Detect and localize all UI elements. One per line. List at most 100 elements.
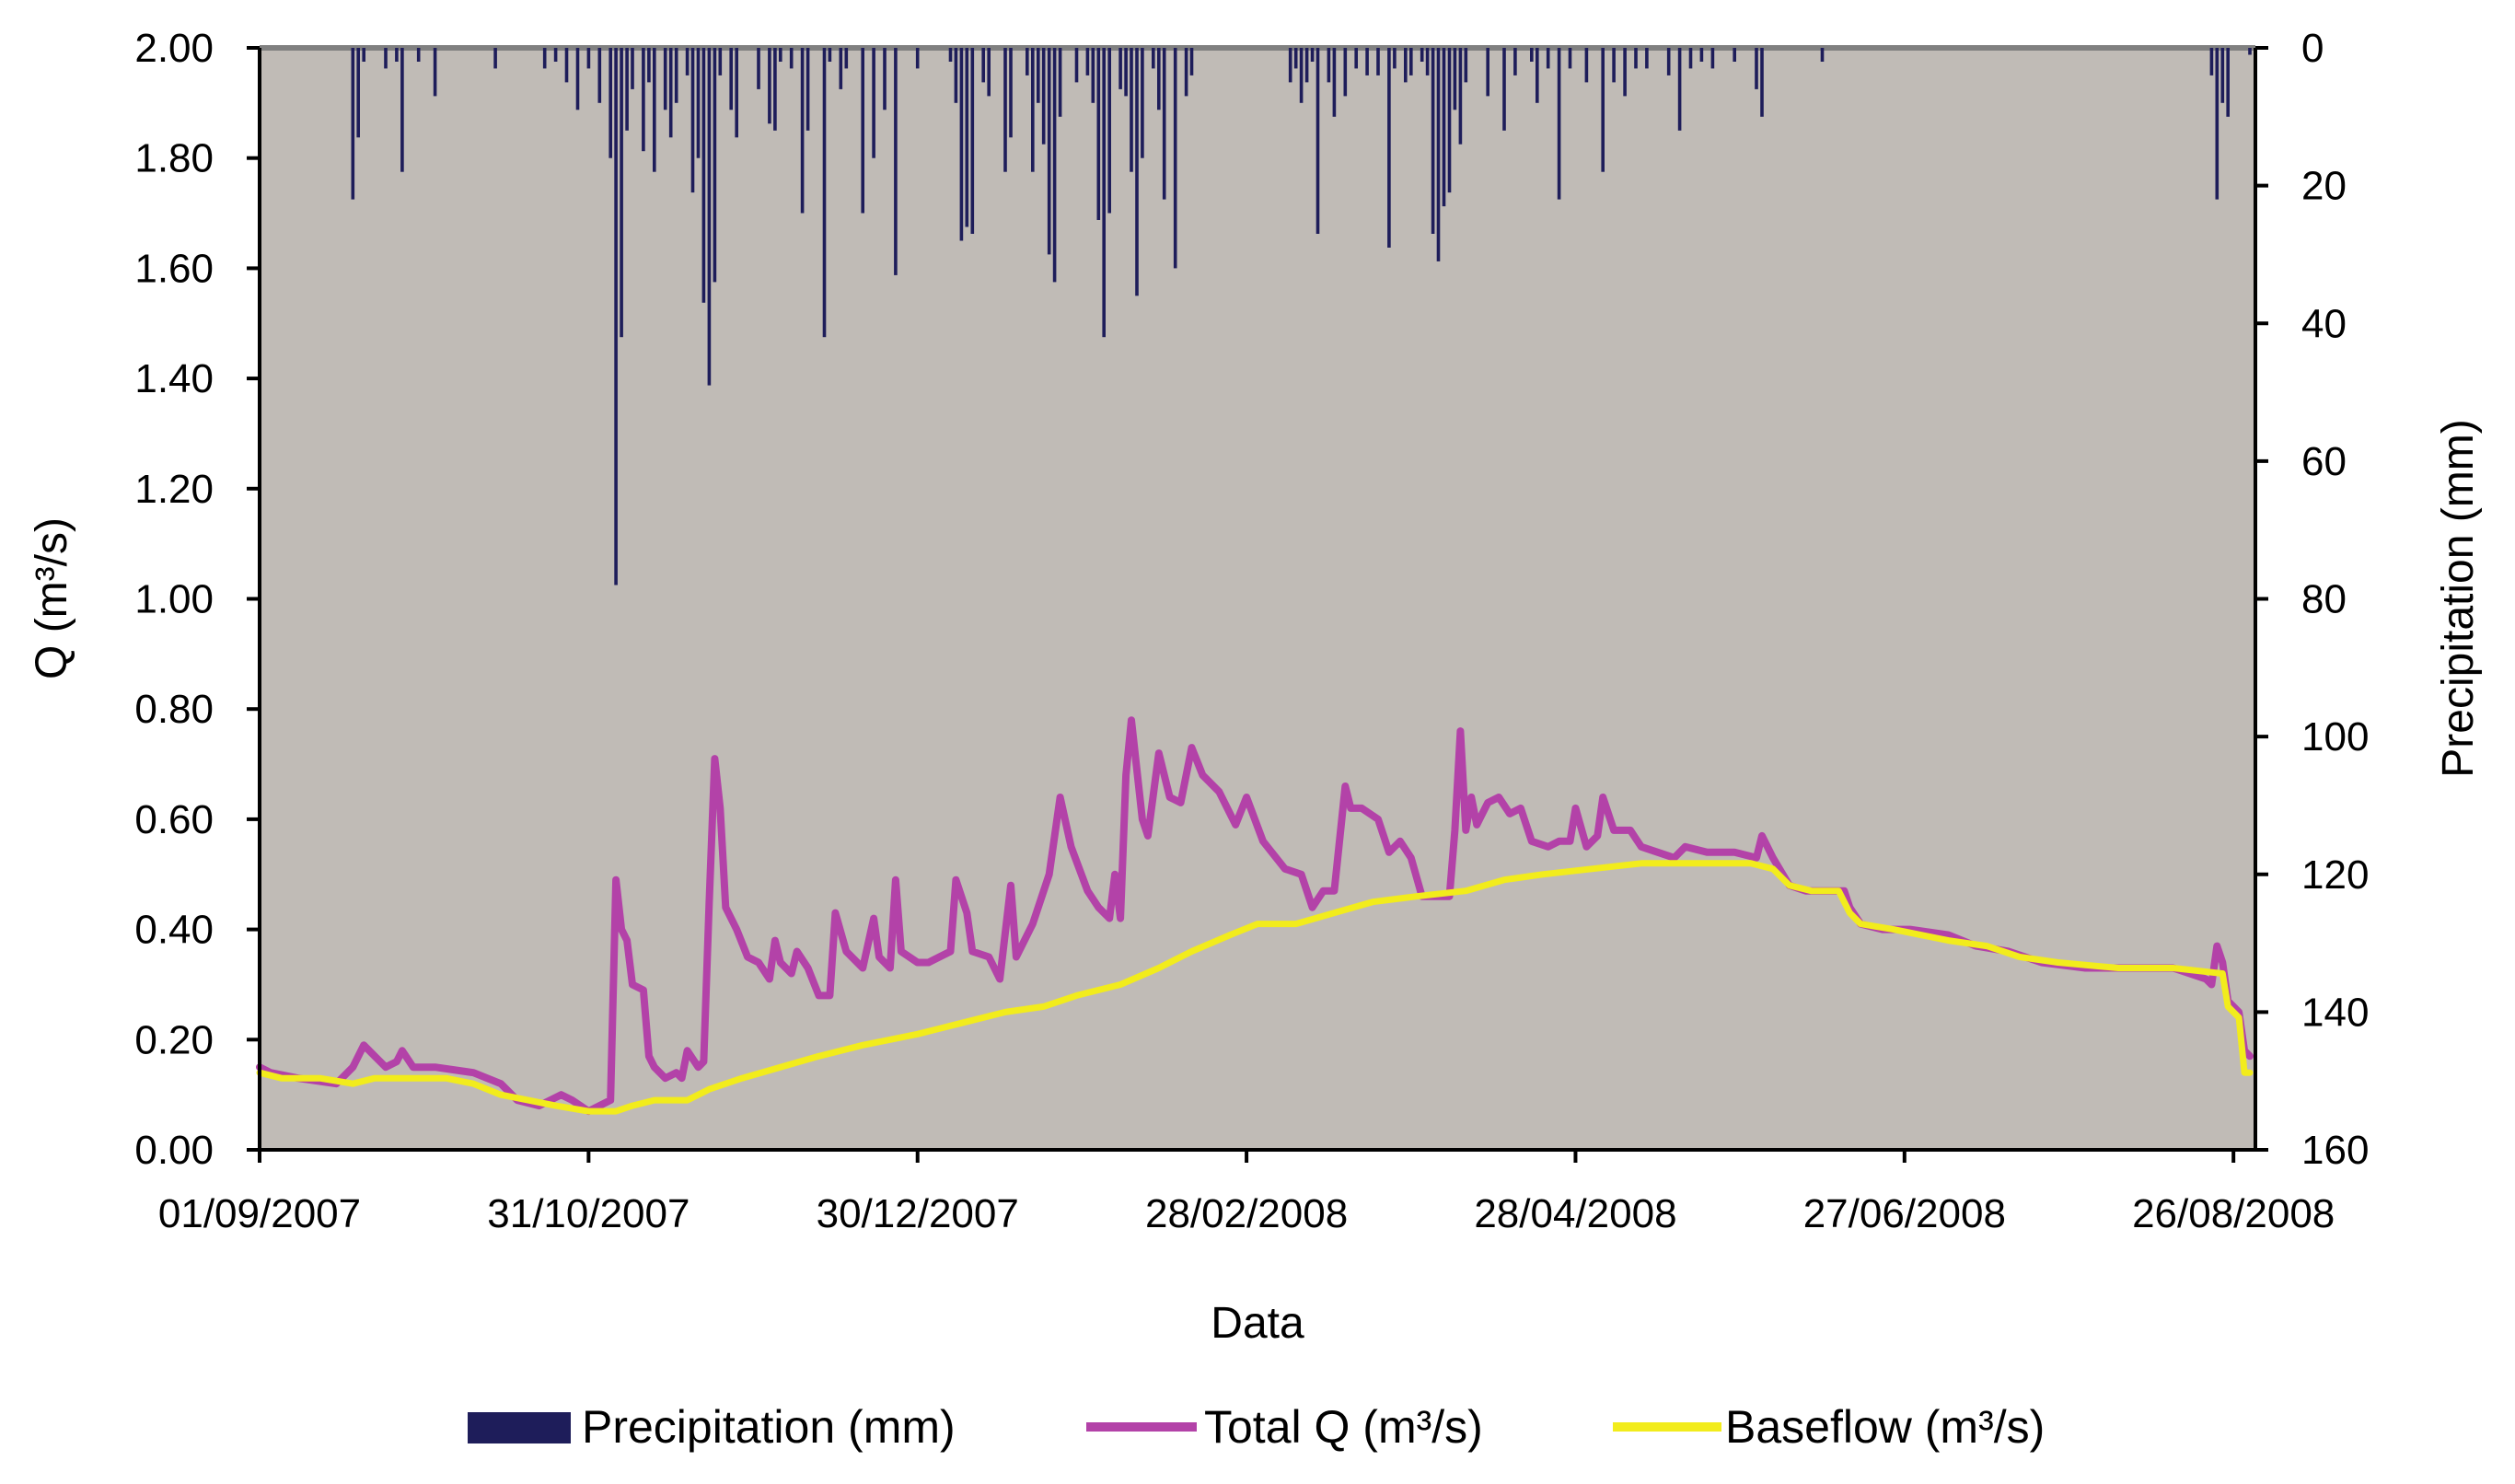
precipitation-bar: [1074, 48, 1079, 83]
precipitation-bar: [1530, 48, 1534, 62]
precipitation-bar: [1037, 48, 1040, 103]
precipitation-bar: [1393, 48, 1397, 69]
precipitation-bar: [894, 48, 898, 275]
precipitation-bar: [959, 48, 964, 241]
left-tick-label: 0.00: [134, 1128, 214, 1173]
left-tick-label: 1.20: [134, 467, 214, 512]
precipitation-bar: [1327, 48, 1331, 83]
precipitation-bar: [1755, 48, 1758, 89]
precipitation-bar: [1096, 48, 1101, 220]
precipitation-bar: [1502, 48, 1506, 131]
legend-label-baseflow: Baseflow (m³/s): [1725, 1401, 2045, 1453]
precipitation-bar: [631, 48, 634, 89]
left-tick-label: 1.60: [134, 246, 214, 291]
precipitation-bar: [564, 48, 569, 83]
precipitation-bar: [1047, 48, 1051, 255]
precipitation-bar: [1310, 48, 1315, 62]
precipitation-bar: [773, 48, 777, 131]
left-tick-label: 0.80: [134, 687, 214, 732]
precipitation-bar: [1546, 48, 1550, 69]
left-tick-label: 1.80: [134, 136, 214, 181]
precipitation-bar: [915, 48, 920, 69]
precipitation-bar: [1365, 48, 1369, 75]
precipitation-bar: [1162, 48, 1166, 200]
precipitation-bar: [2226, 48, 2230, 117]
precipitation-bar: [789, 48, 794, 69]
precipitation-bar: [1409, 48, 1413, 75]
left-tick-label: 1.00: [134, 577, 214, 622]
precipitation-bar: [642, 48, 645, 152]
precipitation-bar: [1623, 48, 1627, 97]
right-tick-label: 160: [2301, 1128, 2369, 1173]
precipitation-bar: [1710, 48, 1715, 69]
precipitation-bar: [1645, 48, 1649, 69]
precipitation-bar: [1447, 48, 1452, 193]
precipitation-bar: [1041, 48, 1046, 145]
precipitation-bar: [1299, 48, 1304, 103]
precipitation-bar: [1052, 48, 1057, 283]
precipitation-bar: [729, 48, 733, 110]
precipitation-bar: [1152, 48, 1155, 69]
precipitation-bar: [614, 48, 618, 585]
precipitation-bar: [1107, 48, 1111, 214]
precipitation-bar: [2248, 48, 2252, 55]
right-tick-label: 80: [2301, 577, 2347, 622]
precipitation-bars: [351, 48, 2252, 585]
precipitation-bar: [1058, 48, 1062, 117]
precipitation-bar: [1304, 48, 1309, 83]
x-tick-label: 31/10/2007: [487, 1191, 690, 1236]
precipitation-bar: [1141, 48, 1144, 158]
precipitation-bar: [1085, 48, 1090, 75]
precipitation-bar: [965, 48, 969, 227]
left-tick-label: 2.00: [134, 26, 214, 71]
legend: Precipitation (mm) Total Q (m³/s) Basefl…: [468, 1401, 2045, 1453]
precipitation-bar: [701, 48, 706, 303]
precipitation-bar: [800, 48, 805, 214]
precipitation-bar: [1425, 48, 1430, 75]
precipitation-bar: [1458, 48, 1463, 145]
left-tick-label: 0.20: [134, 1017, 214, 1062]
legend-label-total-q: Total Q (m³/s): [1204, 1401, 1483, 1453]
plot-background: [260, 48, 2255, 1150]
left-tick-label: 1.40: [134, 356, 214, 401]
precipitation-bar: [1760, 48, 1764, 117]
precipitation-bar: [356, 48, 360, 138]
precipitation-bar: [575, 48, 580, 110]
x-tick-label: 28/02/2008: [1145, 1191, 1348, 1236]
precipitation-bar: [690, 48, 695, 193]
precipitation-bar: [1332, 48, 1337, 117]
precipitation-bar: [416, 48, 421, 62]
precipitation-bar: [718, 48, 723, 75]
precipitation-bar: [1189, 48, 1194, 75]
right-tick-label: 60: [2301, 439, 2347, 484]
left-tick-label: 0.60: [134, 797, 214, 842]
precipitation-bar: [861, 48, 864, 214]
precipitation-bar: [1031, 48, 1035, 172]
precipitation-bar: [844, 48, 849, 69]
right-ticks: 0 20 40 60 80 100 120 140 160: [2255, 26, 2369, 1173]
x-axis-title: Data: [1211, 1299, 1304, 1348]
right-tick-label: 120: [2301, 852, 2369, 898]
precipitation-bar: [1733, 48, 1736, 62]
precipitation-bar: [713, 48, 717, 283]
precipitation-bar: [1699, 48, 1704, 62]
total-q-line: [256, 716, 2254, 1116]
precipitation-bar: [433, 48, 437, 97]
precipitation-bar: [1343, 48, 1348, 97]
precipitation-bar: [1288, 48, 1292, 83]
precipitation-bar: [1387, 48, 1391, 248]
precipitation-bar: [1003, 48, 1007, 172]
precipitation-bar: [1486, 48, 1489, 97]
precipitation-bar: [987, 48, 991, 97]
precipitation-bar: [735, 48, 738, 138]
right-tick-label: 20: [2301, 164, 2347, 209]
precipitation-bar: [1026, 48, 1029, 75]
precipitation-bar: [1557, 48, 1561, 200]
precipitation-bar: [1666, 48, 1671, 75]
precipitation-bar: [1442, 48, 1446, 207]
precipitation-bar: [620, 48, 623, 338]
x-ticks: 01/09/2007 31/10/2007 30/12/2007 28/02/2008…: [158, 1150, 2335, 1236]
precipitation-bar: [653, 48, 656, 172]
legend-label-precipitation: Precipitation (mm): [582, 1401, 956, 1453]
precipitation-bar: [1404, 48, 1408, 83]
